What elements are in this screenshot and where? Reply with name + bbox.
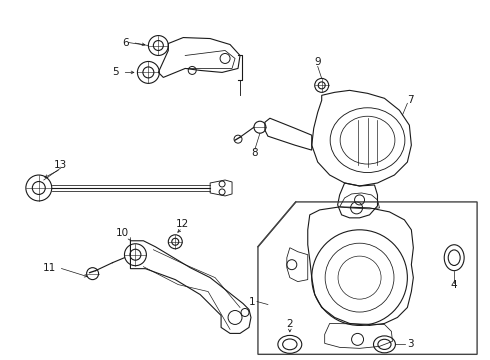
Text: 1: 1 <box>248 297 255 306</box>
Text: 8: 8 <box>252 148 258 158</box>
Text: 3: 3 <box>407 339 414 349</box>
Text: 2: 2 <box>287 319 293 329</box>
Text: 9: 9 <box>315 58 321 67</box>
Text: 7: 7 <box>407 95 414 105</box>
Text: 11: 11 <box>43 263 56 273</box>
Text: 4: 4 <box>451 280 458 289</box>
Text: 12: 12 <box>175 219 189 229</box>
Text: 5: 5 <box>112 67 119 77</box>
Text: 6: 6 <box>122 37 128 48</box>
Text: 13: 13 <box>54 160 67 170</box>
Text: 10: 10 <box>116 228 129 238</box>
